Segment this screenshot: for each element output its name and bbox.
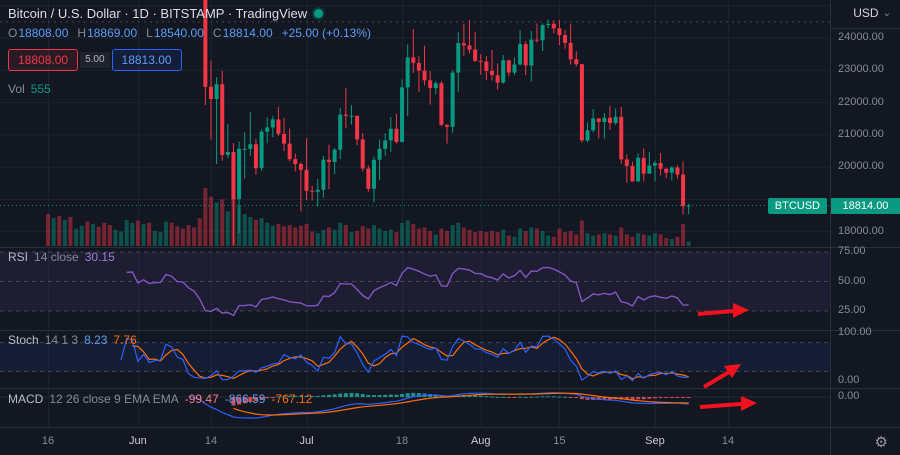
rsi-legend[interactable]: RSI 14 close 30.15 [8,250,115,264]
spread-value: 5.00 [80,52,110,68]
ohlc-row: O18808.00 H18869.00 L18540.00 C18814.00 … [8,26,371,40]
time-tick-label: Jun [129,435,147,447]
stoch-legend[interactable]: Stoch 14 1 3 8.23 7.76 [8,333,137,347]
macd-legend[interactable]: MACD 12 26 close 9 EMA EMA -99.47 -866.5… [8,392,312,406]
stoch-label: Stoch [8,333,39,347]
time-tick-label: 14 [204,435,218,447]
settings-gear-icon[interactable]: ⚙ [874,434,888,451]
stoch-k-value: 8.23 [84,333,108,347]
macd-label: MACD [8,392,44,406]
change-value: +25.00 (+0.13%) [281,26,372,40]
last-price-tag: 18814.00 [831,198,900,214]
time-tick-label: 18 [395,435,409,447]
symbol-tag: BTCUSD [767,198,827,214]
volume-row: Vol 555 [8,82,371,96]
axis-tick-label: 25.00 [838,304,866,316]
time-tick-label: 16 [41,435,55,447]
macd-params: 12 26 close 9 EMA EMA [49,392,179,406]
axis-tick-label: 50.00 [838,274,866,287]
rsi-value: 30.15 [84,250,115,264]
axis-tick-label: 75.00 [838,245,866,257]
axis-tick-label: 100.00 [838,326,872,338]
axis-tick-label: 23000.00 [838,63,884,76]
macd-line-value: -866.59 [224,392,266,406]
buy-button[interactable]: 18813.00 [111,49,182,71]
currency-dropdown[interactable]: USD ⌄ [853,6,891,20]
axis-tick-label: 24000.00 [838,31,884,43]
volume-value: 555 [30,82,51,96]
time-tick-label: 14 [721,435,735,447]
macd-signal-value: -767.12 [271,392,313,406]
macd-hist-value: -99.47 [184,392,219,406]
open-value: O18808.00 [8,26,69,40]
time-tick-label: Jul [299,435,314,447]
rsi-params: 14 close [34,250,79,264]
symbol-title-row: Bitcoin / U.S. Dollar · 1D · BITSTAMP · … [8,6,371,21]
close-value: C18814.00 [212,26,273,40]
time-tick-label: Sep [645,435,665,447]
currency-label: USD [853,6,879,20]
quote-row: 18808.00 5.00 18813.00 [8,49,371,71]
volume-label: Vol [8,82,25,96]
price-axis[interactable]: 24000.00 23000.00 22000.00 21000.00 20000.00… [830,0,900,427]
chevron-down-icon: ⌄ [882,7,891,19]
time-axis[interactable]: 16 Jun 14 Jul 18 Aug 15 Sep 14 [0,432,830,455]
axis-tick-label: 18000.00 [838,224,884,237]
sell-button[interactable]: 18808.00 [8,49,79,71]
legend: Bitcoin / U.S. Dollar · 1D · BITSTAMP · … [8,6,371,96]
time-tick-label: 15 [553,435,566,447]
high-value: H18869.00 [77,26,138,40]
data-status-icon[interactable] [314,9,324,18]
stoch-d-value: 7.76 [113,333,137,347]
low-value: L18540.00 [146,26,204,40]
time-tick-label: Aug [470,435,491,447]
axis-tick-label: 20000.00 [838,160,884,173]
axis-tick-label: 0.00 [838,374,860,386]
rsi-label: RSI [8,250,29,264]
axis-tick-label: 0.00 [838,390,860,402]
axis-tick-label: 21000.00 [838,127,884,140]
stoch-params: 14 1 3 [44,333,79,347]
axis-tick-label: 22000.00 [838,95,884,108]
symbol-description[interactable]: Bitcoin / U.S. Dollar · 1D · BITSTAMP · … [8,6,308,21]
